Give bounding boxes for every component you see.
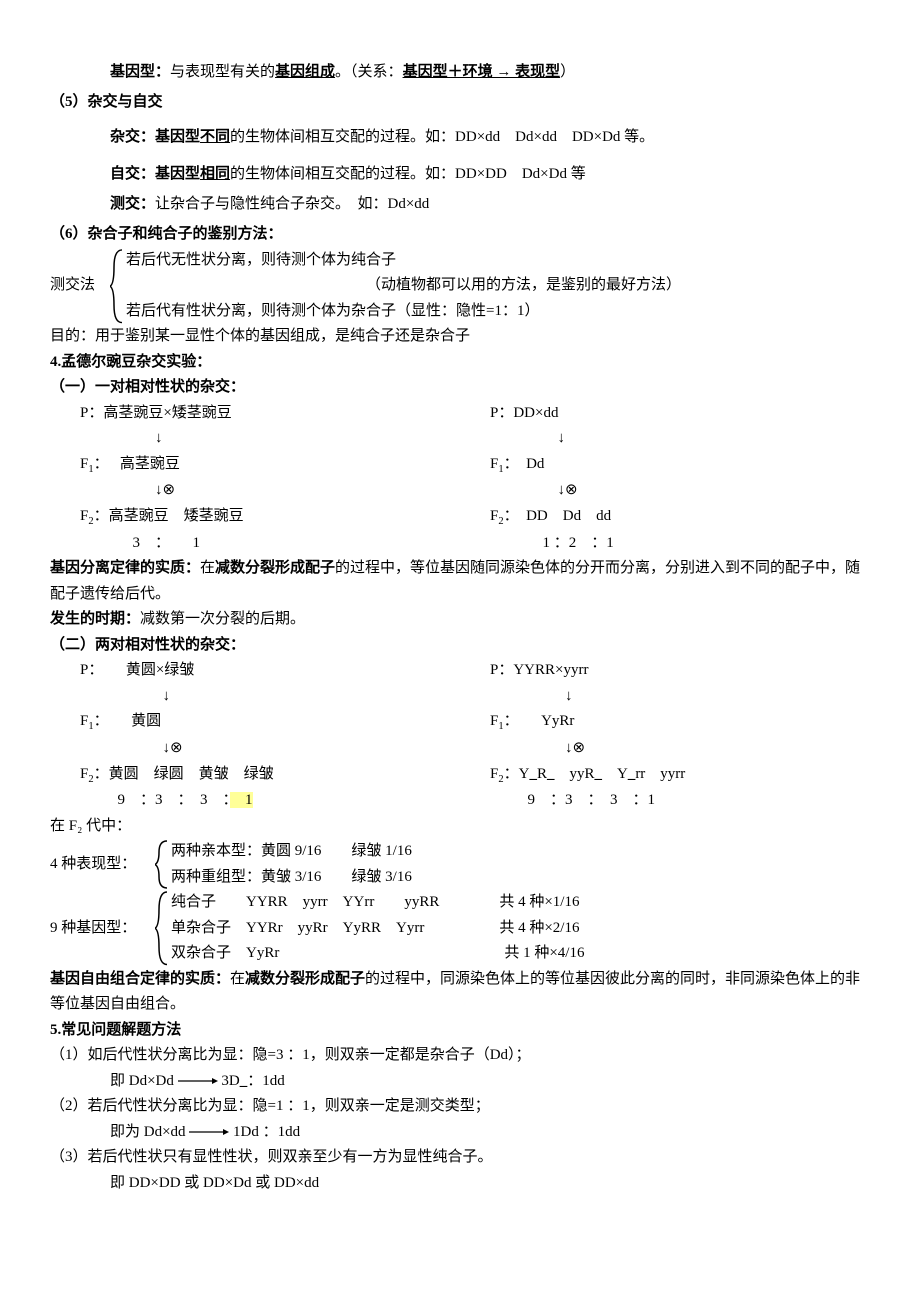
method-1-eq: 即 Dd×Dd 3D_：1dd: [50, 1069, 870, 1095]
f2-line: F2：Y_R_ yyR_ Y_rr yyrr: [490, 762, 870, 789]
f2-header: 在 F₂ 代中：: [50, 814, 870, 840]
phenotypes: 4 种表现型： 两种亲本型：黄圆 9/16 绿皱 1/16 两种重组型：黄皱 3…: [50, 839, 870, 890]
cejiao-method: 测交法 若后代无性状分离，则待测个体为纯合子 （动植物都可以用的方法，是鉴别的最…: [50, 248, 870, 325]
f2-line: F2：高茎豌豆 矮茎豌豆: [80, 504, 460, 531]
period: 发生的时期：减数第一次分裂的后期。: [50, 607, 870, 633]
method-3: （3）若后代性状只有显性性状，则双亲至少有一方为显性纯合子。: [50, 1145, 870, 1171]
cross-2: P： 黄圆×绿皱 ↓ F1： 黄圆 ↓⊗ F2：黄圆 绿圆 黄皱 绿皱 9 ：3…: [50, 658, 870, 814]
heading-5m: 5.常见问题解题方法: [50, 1018, 870, 1044]
jiaocha: 杂交：基因型不同的生物体间相互交配的过程。如：DD×dd Dd×dd DD×Dd…: [50, 125, 870, 151]
section-1: （一）一对相对性状的杂交：: [50, 375, 870, 401]
down-arrow-icon: ↓: [490, 426, 870, 452]
heading-6: （6）杂合子和纯合子的鉴别方法：: [50, 222, 870, 248]
heading-5: （5）杂交与自交: [50, 90, 870, 116]
down-arrow-icon: ↓: [80, 426, 460, 452]
section-2: （二）两对相对性状的杂交：: [50, 633, 870, 659]
cejiao: 测交：让杂合子与隐性纯合子杂交。 如：Dd×dd: [50, 192, 870, 218]
line-genotype: 基因型：与表现型有关的基因组成。（关系：基因型＋环境 → 表现型）: [50, 60, 870, 86]
down-arrow-icon: ↓: [490, 684, 870, 710]
method-3-eq: 即 DD×DD 或 DD×Dd 或 DD×dd: [50, 1171, 870, 1197]
ratio: 9 ：3 ： 3 ：1: [490, 788, 870, 814]
zijiao: 自交：基因型相同的生物体间相互交配的过程。如：DD×DD Dd×Dd 等: [50, 162, 870, 188]
down-otimes-icon: ↓⊗: [80, 478, 460, 504]
cejiao-label: 测交法: [50, 273, 110, 299]
cejiao-note: （动植物都可以用的方法，是鉴别的最好方法）: [126, 273, 870, 299]
p-line: P：DD×dd: [490, 401, 870, 427]
purpose: 目的：用于鉴别某一显性个体的基因组成，是纯合子还是杂合子: [50, 324, 870, 350]
brace-icon: [155, 890, 169, 967]
law-separation: 基因分离定律的实质：在减数分裂形成配子的过程中，等位基因随同源染色体的分开而分离…: [50, 556, 870, 607]
pheno-row: 两种重组型：黄皱 3/16 绿皱 3/16: [171, 865, 870, 891]
ratio: 1 ：2 ：1: [490, 531, 870, 557]
cejiao-line2: 若后代有性状分离，则待测个体为杂合子（显性：隐性=1：1）: [126, 299, 870, 325]
f2-line: F2： DD Dd dd: [490, 504, 870, 531]
geno-label: 9 种基因型：: [50, 916, 155, 942]
geno-row: 双杂合子 YyRr 共 1 种×4/16: [171, 941, 870, 967]
geno-row: 单杂合子 YYRr yyRr YyRR Yyrr 共 4 种×2/16: [171, 916, 870, 942]
down-arrow-icon: ↓: [80, 684, 460, 710]
arrow-right-icon: [189, 1127, 229, 1137]
down-otimes-icon: ↓⊗: [80, 736, 460, 762]
method-2-eq: 即为 Dd×dd 1Dd ：1dd: [50, 1120, 870, 1146]
f1-line: F1： 高茎豌豆: [80, 452, 460, 479]
ratio: 9 ：3 ： 3 ： 1: [80, 788, 460, 814]
f1-line: F1： YyRr: [490, 709, 870, 736]
pheno-row: 两种亲本型：黄圆 9/16 绿皱 1/16: [171, 839, 870, 865]
law-combination: 基因自由组合定律的实质：在减数分裂形成配子的过程中，同源染色体上的等位基因彼此分…: [50, 967, 870, 1018]
label: 基因型：: [110, 64, 170, 80]
down-otimes-icon: ↓⊗: [490, 736, 870, 762]
f1-line: F1： Dd: [490, 452, 870, 479]
arrow-right-icon: [178, 1076, 218, 1086]
down-otimes-icon: ↓⊗: [490, 478, 870, 504]
p-line: P：YYRR×yyrr: [490, 658, 870, 684]
p-line: P： 黄圆×绿皱: [80, 658, 460, 684]
method-2: （2）若后代性状分离比为显：隐=1 ：1，则双亲一定是测交类型；: [50, 1094, 870, 1120]
p-line: P：高茎豌豆×矮茎豌豆: [80, 401, 460, 427]
heading-4: 4.孟德尔豌豆杂交实验：: [50, 350, 870, 376]
ratio: 3 ： 1: [80, 531, 460, 557]
f2-line: F2：黄圆 绿圆 黄皱 绿皱: [80, 762, 460, 789]
cejiao-line1: 若后代无性状分离，则待测个体为纯合子: [126, 248, 870, 274]
geno-row: 纯合子 YYRR yyrr YYrr yyRR 共 4 种×1/16: [171, 890, 870, 916]
method-1: （1）如后代性状分离比为显：隐=3 ：1，则双亲一定都是杂合子（Dd）；: [50, 1043, 870, 1069]
pheno-label: 4 种表现型：: [50, 852, 155, 878]
genotypes: 9 种基因型： 纯合子 YYRR yyrr YYrr yyRR 共 4 种×1/…: [50, 890, 870, 967]
brace-icon: [110, 248, 124, 325]
brace-icon: [155, 839, 169, 890]
f1-line: F1： 黄圆: [80, 709, 460, 736]
cross-1: P：高茎豌豆×矮茎豌豆 ↓ F1： 高茎豌豆 ↓⊗ F2：高茎豌豆 矮茎豌豆 3…: [50, 401, 870, 557]
